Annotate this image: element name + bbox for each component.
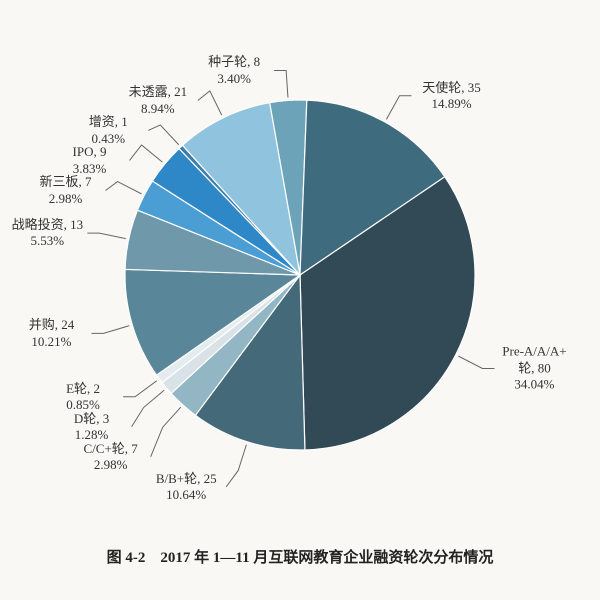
slice-label: E轮, 20.85% bbox=[66, 381, 100, 414]
leader-line bbox=[274, 70, 288, 97]
slice-label: 战略投资, 135.53% bbox=[12, 217, 84, 250]
leader-line bbox=[386, 96, 411, 120]
slice-label: 增资, 10.43% bbox=[89, 114, 128, 147]
slice-label: 未透露, 218.94% bbox=[129, 84, 188, 117]
leader-line bbox=[151, 407, 181, 457]
slice-label: B/B+轮, 2510.64% bbox=[156, 471, 217, 504]
slice-label: D轮, 31.28% bbox=[74, 411, 109, 444]
leader-line bbox=[148, 125, 178, 145]
leader-line bbox=[106, 182, 142, 194]
slice-label: 种子轮, 83.40% bbox=[208, 54, 260, 87]
slice-label: C/C+轮, 72.98% bbox=[84, 441, 138, 474]
figure-caption: 图 4-2 2017 年 1—11 月互联网教育企业融资轮次分布情况 bbox=[0, 540, 600, 567]
leader-line bbox=[458, 356, 494, 368]
slice-label: 并购, 2410.21% bbox=[29, 317, 75, 350]
leader-line bbox=[130, 145, 163, 162]
slice-label: Pre-A/A/A+轮, 8034.04% bbox=[502, 344, 566, 393]
leader-line bbox=[226, 445, 246, 487]
slice-label: IPO, 93.83% bbox=[73, 144, 107, 177]
leader-line bbox=[91, 326, 129, 334]
leader-line bbox=[198, 91, 222, 115]
slice-label: 天使轮, 3514.89% bbox=[422, 80, 481, 113]
pie-chart: 种子轮, 83.40% 未透露, 218.94%增资, 10.43%IPO, 93… bbox=[0, 0, 600, 540]
leader-line bbox=[123, 381, 157, 397]
leader-line bbox=[87, 233, 125, 239]
slice-label: 新三板, 72.98% bbox=[40, 174, 92, 207]
